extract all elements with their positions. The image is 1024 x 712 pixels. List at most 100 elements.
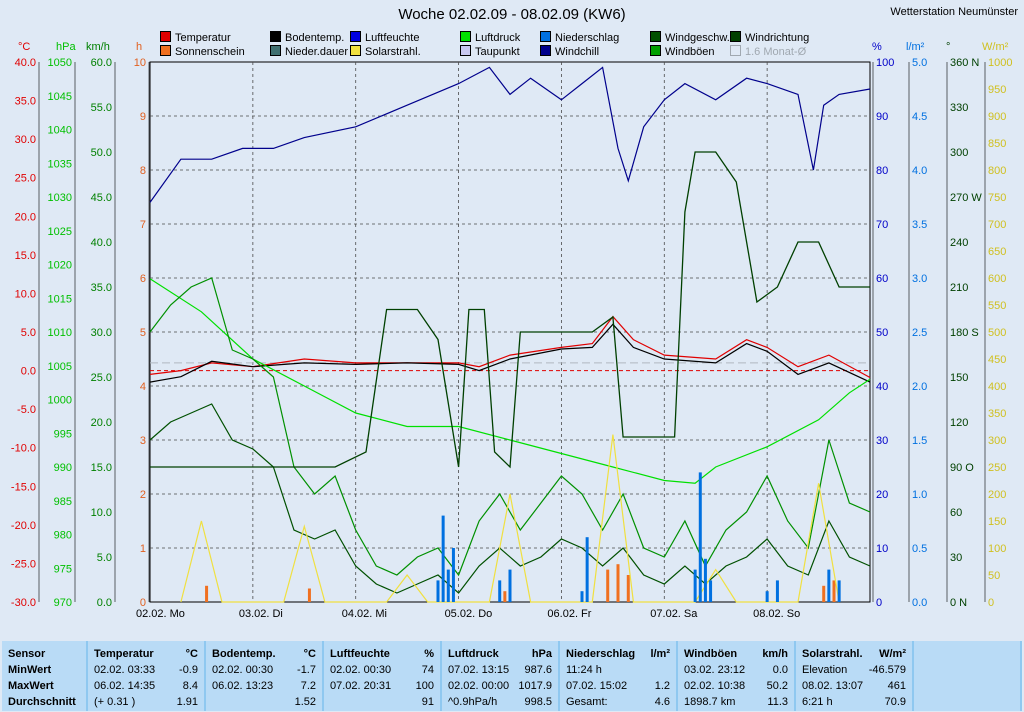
axis-tick-label: -10.0 <box>11 443 36 455</box>
axis-tick-label: 80 <box>876 165 888 177</box>
stats-empty-column <box>914 641 1020 711</box>
bar-sunshine <box>626 575 630 602</box>
bar-sunshine <box>822 585 826 602</box>
axis-tick-label: 9 <box>140 111 146 123</box>
bar-sunshine <box>205 585 209 602</box>
axis-tick-label: 1030 <box>48 192 72 204</box>
axis-tick-label: -25.0 <box>11 558 36 570</box>
axis-tick-label: 180 S <box>950 327 979 339</box>
axis-tick-label: 5 <box>140 327 146 339</box>
axis-tick-label: 450 <box>988 354 1006 366</box>
legend-item: Solarstrahl. <box>350 45 421 58</box>
stats-cell-value: °C <box>185 648 198 660</box>
stats-cell-value: 91 <box>421 696 434 708</box>
axis-tick-label: 3.0 <box>912 273 927 285</box>
stats-cell-label: Windböen <box>684 648 738 660</box>
legend-item: 1.6 Monat-Ø <box>730 45 806 58</box>
stats-cell-label: 06.02. 14:35 <box>94 680 156 692</box>
axis-tick-label: 55.0 <box>91 102 112 114</box>
stats-cell-value: 4.6 <box>654 696 670 708</box>
axis-tick-label: 1.5 <box>912 435 927 447</box>
axis-tick-label: 350 <box>988 408 1006 420</box>
axis-tick-label: 250 <box>988 462 1006 474</box>
axis-tick-label: 10.0 <box>91 507 112 519</box>
bar-sunshine <box>616 564 620 602</box>
stats-cell-value: 70.9 <box>884 696 906 708</box>
series-line-luftdruck <box>149 278 871 484</box>
stats-column: Temperatur °C 02.02. 03:33 -0.9 06.02. 14:35… <box>88 641 204 711</box>
legend-label: Luftfeuchte <box>365 32 420 44</box>
axis-tick-label: 0.0 <box>97 597 112 609</box>
axis-tick-label: 2 <box>140 489 146 501</box>
bar-rain <box>498 580 502 602</box>
stats-cell-label: 6:21 h <box>802 696 833 708</box>
legend-swatch <box>460 45 471 56</box>
stats-sensor-column: Sensor MinWert MaxWert Durchschnitt <box>2 641 86 711</box>
bar-rain <box>837 580 841 602</box>
axis-tick-label: 300 <box>950 147 968 159</box>
stats-cell-value: 1017.9 <box>518 680 552 692</box>
axis-tick-label: 0.5 <box>912 543 927 555</box>
axis-tick-label: 35.0 <box>91 282 112 294</box>
axis-tick-label: 1005 <box>48 361 72 373</box>
axis-tick-label: 1010 <box>48 327 72 339</box>
series-line-windgeschw <box>149 403 871 594</box>
stats-cell-label: 02.02. 00:00 <box>448 680 510 692</box>
axis-tick-label: 45.0 <box>91 192 112 204</box>
axis-unit-label: ° <box>946 41 950 53</box>
axis-tick-label: 1015 <box>48 293 72 305</box>
axis-tick-label: 30 <box>876 435 888 447</box>
axis-tick-label: 90 <box>876 111 888 123</box>
legend-label: Taupunkt <box>475 46 520 58</box>
legend-item: Temperatur <box>160 31 231 44</box>
bar-sunshine <box>307 588 311 602</box>
x-tick-label: 02.02. Mo <box>136 608 185 620</box>
stats-cell-label: ^0.9hPa/h <box>448 696 498 708</box>
axis-tick-label: 800 <box>988 165 1006 177</box>
axis-tick-label: 700 <box>988 219 1006 231</box>
axis-tick-label: 1000 <box>988 57 1012 69</box>
stats-cell-value: -0.9 <box>179 664 198 676</box>
bar-sunshine <box>503 591 507 602</box>
stats-cell-label: Luftfeuchte <box>330 648 390 660</box>
axis-tick-label: 750 <box>988 192 1006 204</box>
axis-tick-label: 1020 <box>48 260 72 272</box>
stats-cell-label: Luftdruck <box>448 648 499 660</box>
stats-cell-label: 03.02. 23:12 <box>684 664 746 676</box>
legend-label: Windrichtung <box>745 32 810 44</box>
axis-tick-label: 200 <box>988 489 1006 501</box>
legend-swatch <box>540 45 551 56</box>
axis-tick-label: 30.0 <box>91 327 112 339</box>
legend-swatch <box>160 45 171 56</box>
axis-tick-label: 995 <box>54 428 72 440</box>
stats-cell-label: 07.02. 15:02 <box>566 680 628 692</box>
axis-tick-label: 850 <box>988 138 1006 150</box>
axis-tick-label: 3 <box>140 435 146 447</box>
axis-tick-label: 30 <box>950 552 962 564</box>
series-line-windben <box>149 277 871 577</box>
x-tick-label: 05.02. Do <box>445 608 493 620</box>
axis-tick-label: 40.0 <box>15 57 36 69</box>
stats-cell-label: 02.02. 00:30 <box>212 664 274 676</box>
stats-column: Luftfeuchte% 02.02. 00:30 74 07.02. 20:31 10… <box>324 641 440 711</box>
axis-tick-label: 970 <box>54 597 72 609</box>
legend-item: Niederschlag <box>540 31 619 44</box>
bar-rain <box>703 558 707 602</box>
axis-tick-label: 1025 <box>48 226 72 238</box>
axis-tick-label: 5.0 <box>912 57 927 69</box>
stats-cell-label: 02.02. 10:38 <box>684 680 746 692</box>
axis-unit-label: h <box>136 41 142 53</box>
legend-label: Niederschlag <box>555 32 620 44</box>
legend-label: Sonnenschein <box>175 46 245 58</box>
stats-cell-value: l/m² <box>650 648 670 660</box>
axis-tick-label: 120 <box>950 417 968 429</box>
axis-tick-label: 1035 <box>48 158 72 170</box>
stats-cell-value: -1.7 <box>297 664 316 676</box>
stats-column: Luftdruck hPa 07.02. 13:15 987.6 02.02. 00:0… <box>442 641 558 711</box>
legend-swatch <box>460 31 471 42</box>
stats-cell-label: Gesamt: <box>566 696 608 708</box>
stats-header-sensor: Sensor <box>8 648 46 660</box>
stats-cell-value: 100 <box>415 680 434 692</box>
legend-label: Nieder.dauer <box>285 46 348 58</box>
stats-cell-value: 74 <box>421 664 434 676</box>
